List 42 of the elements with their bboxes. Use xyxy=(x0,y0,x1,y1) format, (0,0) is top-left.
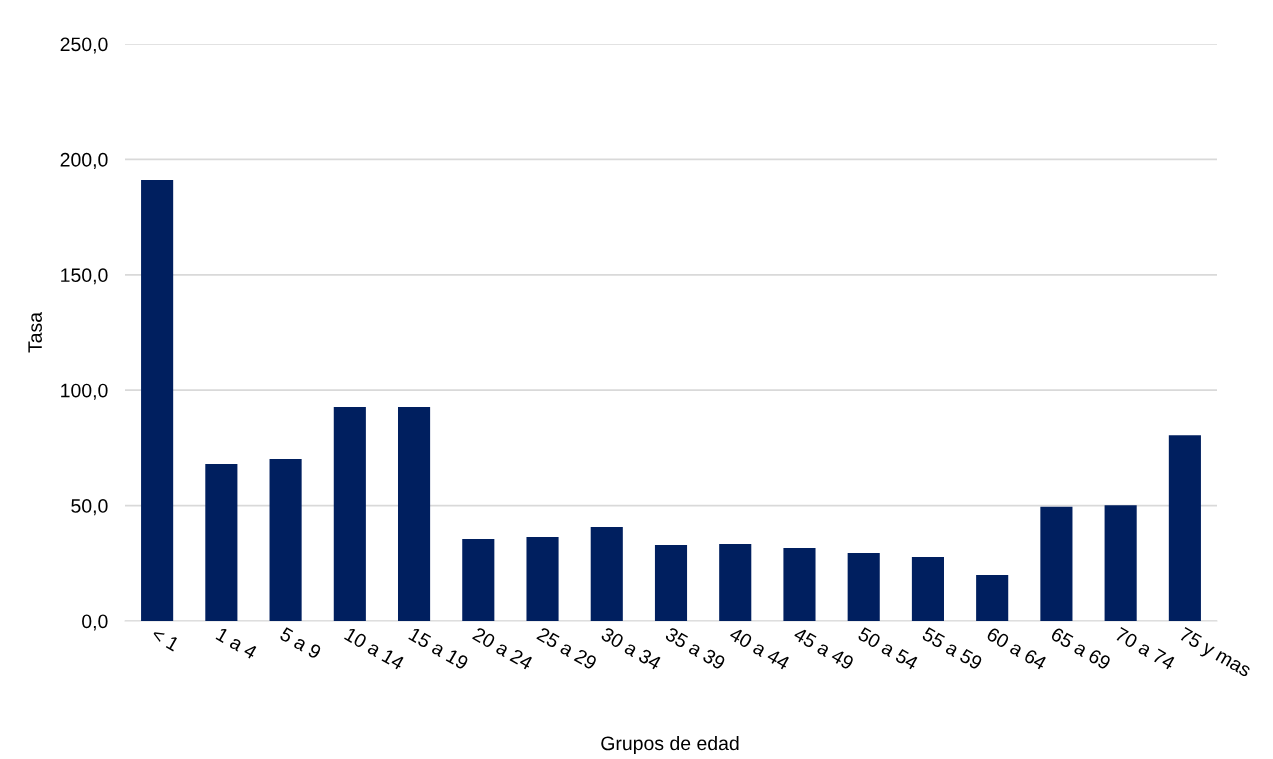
y-axis-title: Tasa xyxy=(28,311,42,353)
x-tick-label: 35 a 39 xyxy=(664,626,727,671)
bar xyxy=(269,458,302,621)
bar xyxy=(141,179,174,621)
y-tick-label: 200,0 xyxy=(60,152,108,169)
x-tick-label: 55 a 59 xyxy=(921,626,984,671)
bar xyxy=(1040,506,1073,621)
bar xyxy=(1168,435,1201,621)
x-tick-label: 1 a 4 xyxy=(215,627,258,660)
bar xyxy=(911,557,944,621)
x-axis-title: Grupos de edad xyxy=(601,735,739,755)
bar xyxy=(333,407,366,621)
bar xyxy=(1104,505,1137,621)
y-tick-label: 150,0 xyxy=(61,268,108,285)
bar xyxy=(976,575,1009,621)
y-tick-label: 50,0 xyxy=(71,499,108,516)
x-tick-label: 30 a 34 xyxy=(600,626,663,671)
bar xyxy=(590,527,623,621)
x-tick-label: 40 a 44 xyxy=(728,626,791,671)
bar xyxy=(654,545,688,621)
x-tick-label: 10 a 14 xyxy=(343,627,406,671)
x-tick-label: 75 y mas xyxy=(1176,626,1253,681)
bar xyxy=(398,407,431,621)
x-tick-label: 20 a 24 xyxy=(472,626,534,671)
bar xyxy=(783,548,816,621)
x-tick-label: 5 a 9 xyxy=(279,626,322,660)
x-tick-label: 70 a 74 xyxy=(1114,626,1177,671)
bar xyxy=(526,536,559,621)
bar xyxy=(205,464,238,621)
x-tick-label: 45 a 49 xyxy=(792,626,855,671)
x-tick-label: 65 a 69 xyxy=(1050,626,1112,671)
y-tick-label: 0,0 xyxy=(82,614,108,631)
x-tick-label: < 1 xyxy=(150,626,180,652)
y-tick-label: 250,0 xyxy=(60,37,108,54)
x-tick-label: 60 a 64 xyxy=(985,626,1048,671)
x-tick-label: 50 a 54 xyxy=(857,626,920,671)
y-tick-label: 100,0 xyxy=(61,383,108,400)
bar xyxy=(719,543,752,621)
bar xyxy=(462,539,495,621)
x-tick-label: 25 a 29 xyxy=(536,626,598,671)
x-tick-label: 15 a 19 xyxy=(408,627,470,671)
bar xyxy=(847,552,880,621)
